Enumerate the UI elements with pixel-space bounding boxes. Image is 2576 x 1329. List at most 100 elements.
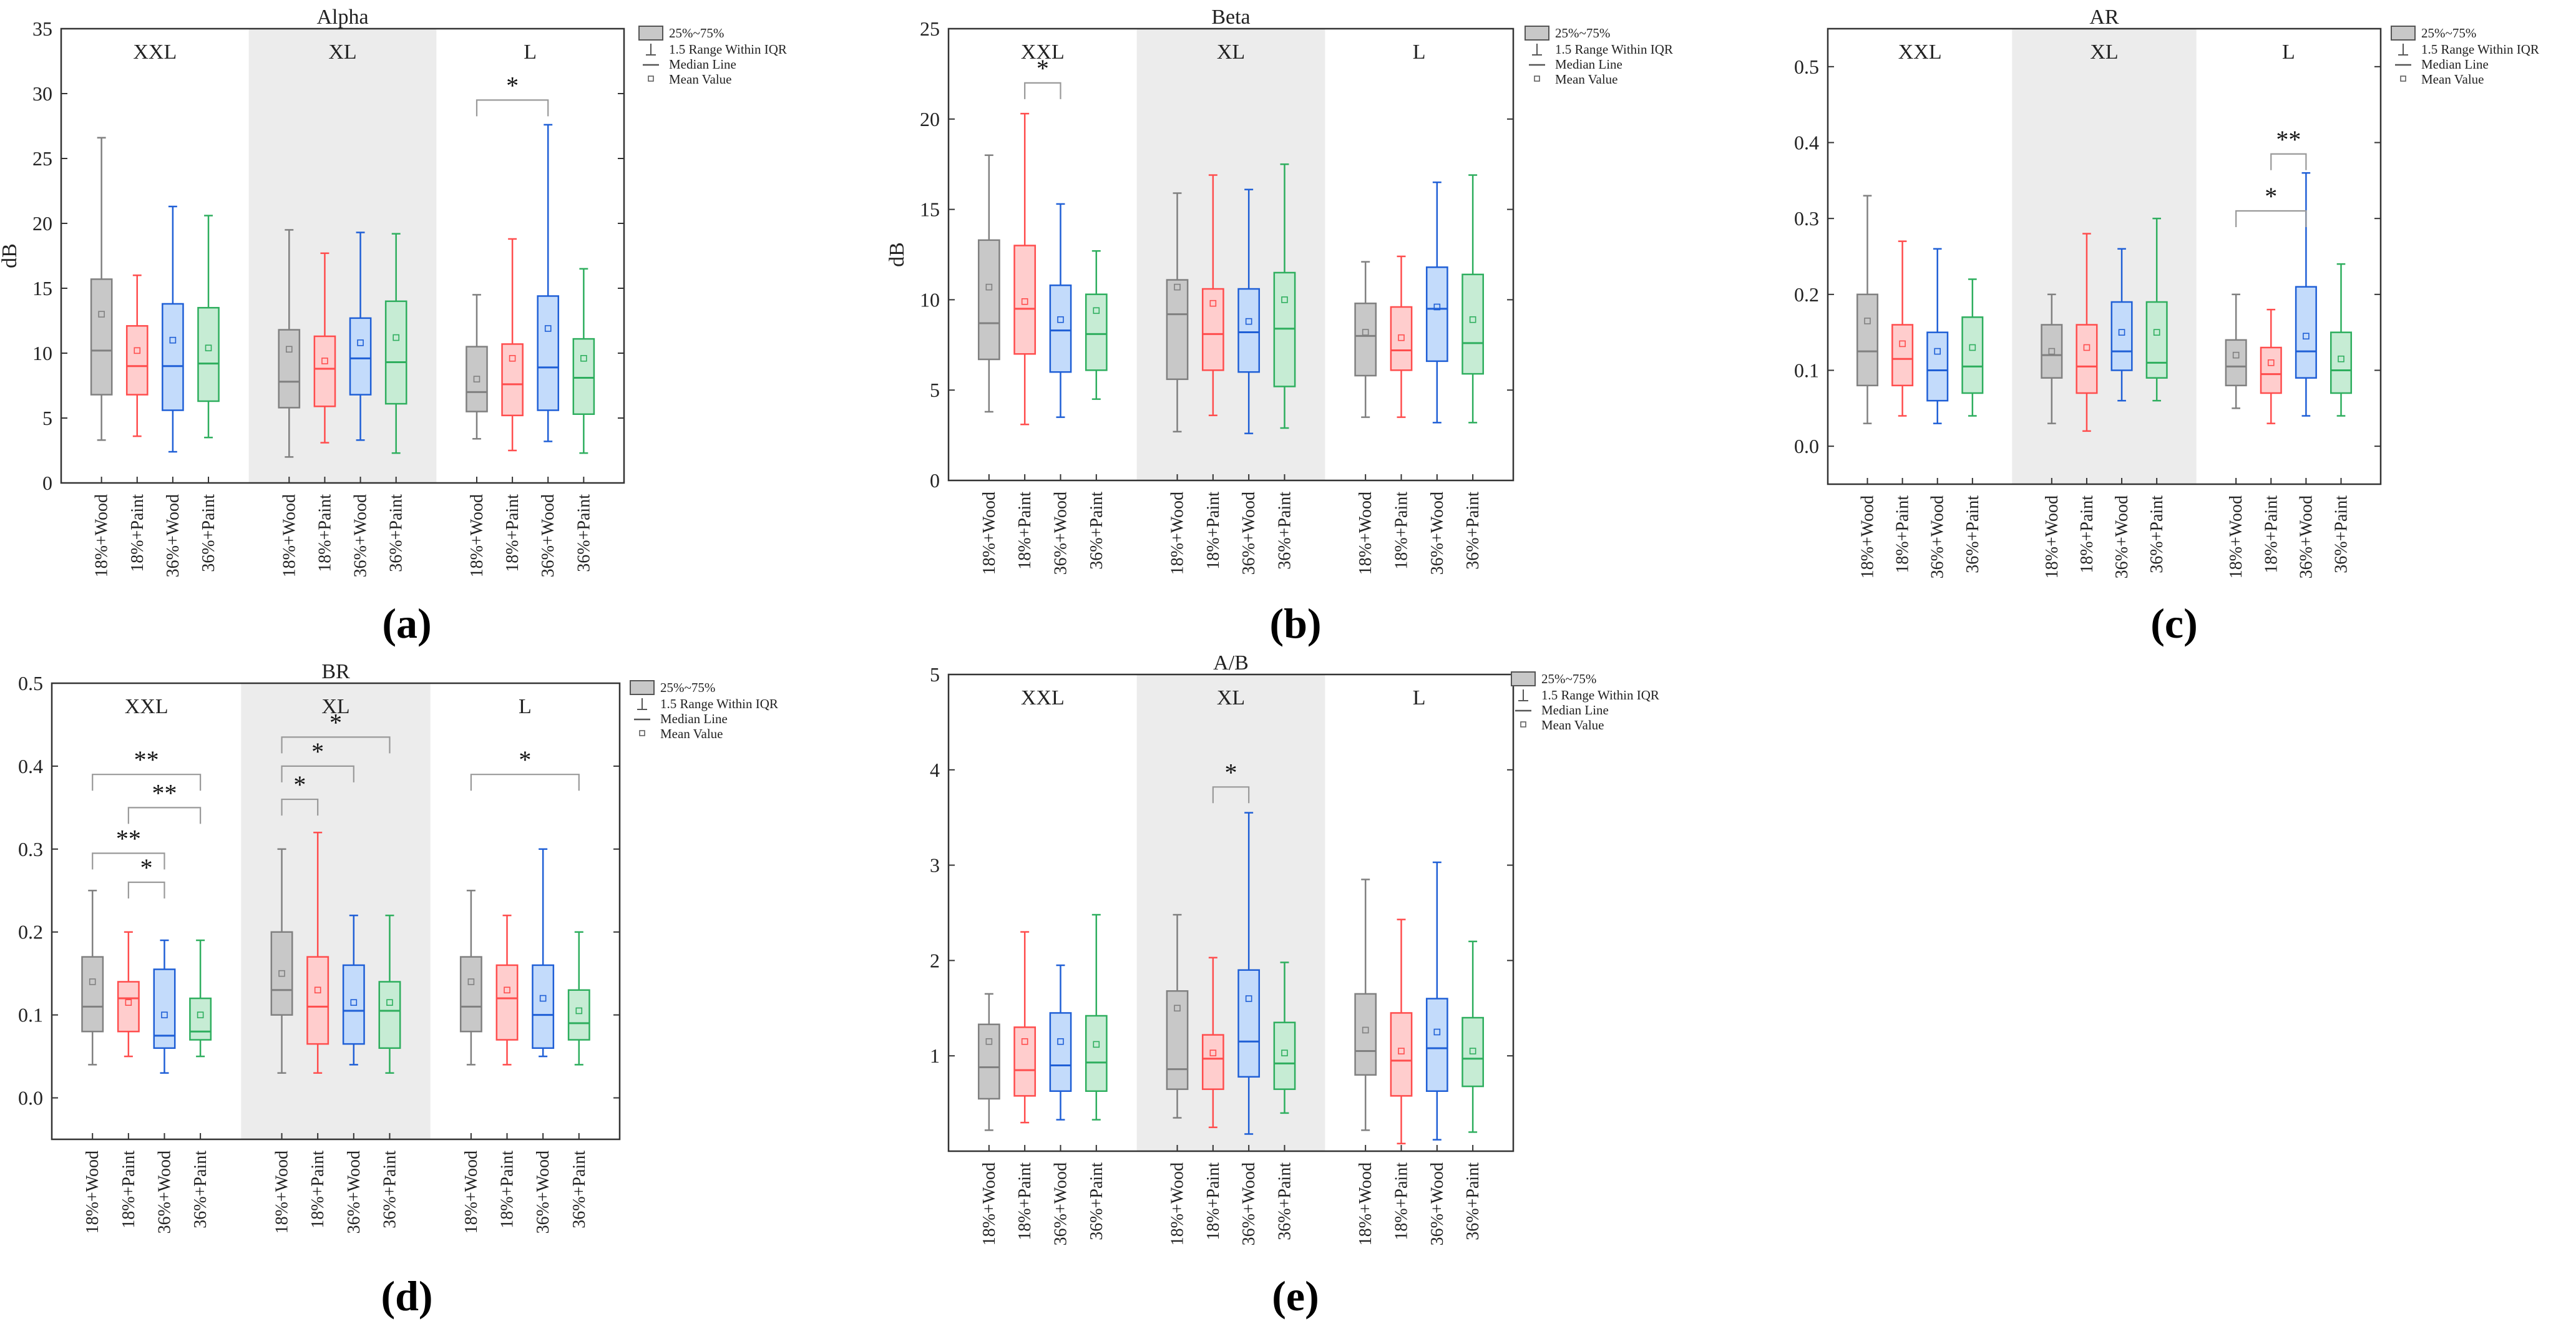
x-tick-label: 36%+Wood [163, 494, 183, 577]
mean-marker [504, 986, 510, 994]
plot-frame [947, 673, 1515, 1152]
x-tick-label: 36%+Paint [199, 494, 218, 572]
legend-median-label: Median Line [660, 711, 728, 726]
mean-marker [98, 311, 105, 318]
group-label-l: L [2282, 41, 2295, 64]
mean-marker [2303, 333, 2310, 340]
chart-title: AR [2089, 6, 2119, 29]
box-l-0 [1354, 993, 1377, 1076]
x-tick-label: 36%+Wood [1928, 495, 1948, 578]
mean-marker [2232, 351, 2240, 359]
significance-label: ** [2276, 125, 2301, 153]
box-l-3 [567, 989, 590, 1041]
mean-marker [1021, 298, 1028, 305]
mean-marker [544, 325, 552, 332]
y-tick-label: 0.3 [1794, 207, 1819, 230]
box-l-1 [1390, 1012, 1413, 1097]
bracket-line [127, 807, 202, 824]
group-label-xl: XL [321, 695, 349, 718]
mean-marker [2338, 355, 2344, 363]
group-label-xl: XL [1217, 41, 1245, 64]
box-l-3 [1461, 273, 1485, 375]
significance-bracket: ** [2270, 125, 2307, 170]
panel-label-c: (c) [2150, 600, 2197, 647]
legend-mean-label: Mean Value [1555, 72, 1618, 87]
box-xl-0 [278, 329, 301, 409]
mean-marker [2083, 344, 2091, 351]
y-tick-label: 0 [42, 472, 52, 494]
mean-marker [1281, 296, 1288, 303]
x-tick-label: 18%+Paint [119, 1151, 139, 1229]
legend-range-label: 1.5 Range Within IQR [1555, 42, 1673, 57]
box-l-2 [532, 964, 555, 1049]
significance-label: * [506, 71, 519, 99]
box-xxl-1 [1013, 1026, 1037, 1097]
mean-marker [580, 355, 587, 362]
x-tick-label: 18%+Paint [315, 494, 334, 572]
box-l-0 [2225, 339, 2247, 387]
box-xl-0 [1166, 279, 1189, 381]
x-tick-label: 18%+Paint [308, 1151, 328, 1229]
mean-marker [1398, 334, 1405, 341]
x-tick-label: 36%+Wood [2112, 495, 2132, 578]
mean-marker [386, 999, 393, 1006]
mean-marker [467, 978, 475, 985]
x-tick-label: 18%+Paint [498, 1151, 517, 1229]
significance-label: ** [116, 824, 141, 852]
box-xl-0 [1166, 990, 1189, 1090]
x-tick-label: 36%+Paint [2147, 495, 2167, 573]
panel-label-d: (d) [381, 1272, 432, 1320]
x-tick-label: 18%+Wood [1356, 1162, 1375, 1245]
box-l-2 [2295, 286, 2317, 379]
plot-frame [1827, 27, 2382, 485]
mean-marker [1093, 1041, 1100, 1048]
x-tick-label: 36%+Paint [380, 1151, 399, 1229]
plot-frame [60, 27, 625, 484]
x-tick-label: 18%+Paint [2261, 495, 2281, 573]
mean-marker [985, 283, 993, 291]
legend-range-label: 1.5 Range Within IQR [660, 696, 778, 711]
y-tick-label: 15 [32, 277, 52, 299]
y-tick-label: 10 [920, 288, 940, 311]
y-axis-label: dB [886, 242, 909, 267]
group-shade-xl [1136, 29, 1325, 480]
y-tick-label: 2 [930, 949, 940, 971]
bracket-line [476, 99, 549, 117]
x-tick-label: 36%+Paint [1463, 1162, 1483, 1240]
significance-bracket: * [281, 738, 354, 782]
mean-marker [1969, 344, 1976, 351]
box-xxl-3 [189, 997, 212, 1041]
legend-range-label: 1.5 Range Within IQR [2421, 42, 2539, 57]
significance-label: * [329, 708, 342, 736]
group-label-xxl: XXL [1898, 41, 1942, 64]
box-xl-2 [1237, 969, 1261, 1078]
x-tick-label: 36%+Wood [344, 1151, 364, 1234]
group-shade-xl [2012, 29, 2197, 484]
legend-box-swatch [638, 26, 663, 41]
box-l-1 [2260, 346, 2282, 394]
mean-marker [1209, 299, 1217, 307]
box-xl-0 [270, 931, 293, 1016]
group-shade-xl [241, 683, 431, 1139]
group-label-xxl: XXL [1021, 686, 1065, 709]
y-tick-label: 30 [32, 82, 52, 105]
box-l-2 [1425, 266, 1448, 363]
mean-marker [539, 995, 547, 1002]
mean-marker [278, 970, 285, 977]
bracket-line [281, 765, 354, 782]
group-label-xl: XL [2090, 41, 2118, 64]
y-tick-label: 20 [32, 212, 52, 235]
panel-e: A/B 1 2 3 4 5 XXL 18%+Wood 18%+Paint 36%+Wood 36%+… [930, 651, 1659, 1320]
mean-marker [134, 347, 141, 354]
box-xxl-3 [1085, 293, 1108, 371]
x-tick-label: 36%+Paint [1087, 492, 1106, 570]
x-tick-label: 36%+Paint [1963, 495, 1983, 573]
y-tick-label: 10 [32, 342, 52, 364]
bracket-line [127, 881, 165, 898]
mean-marker [1934, 348, 1941, 355]
panel-a: Alpha 0 5 10 15 20 25 30 35 dB XXL 18%+Wood 18%+Pain… [0, 6, 787, 647]
legend-range-label: 1.5 Range Within IQR [669, 42, 787, 57]
